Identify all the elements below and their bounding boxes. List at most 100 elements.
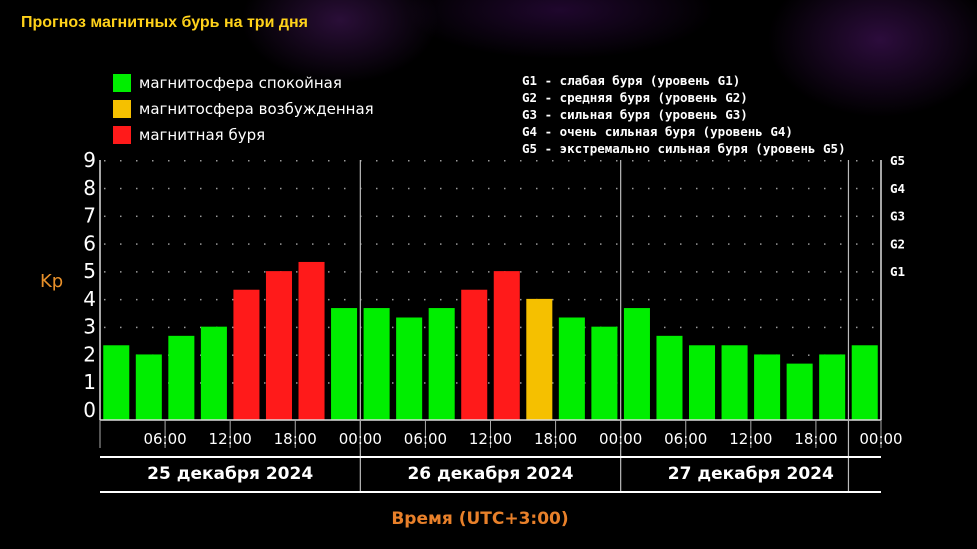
x-tick-label: 18:00 [794,430,837,448]
grid-dot [536,187,538,190]
grid-dot [664,187,666,190]
grid-dot [552,215,554,218]
grid-dot [296,271,298,273]
grid-dot [648,215,650,218]
grid-dot [808,298,810,301]
grid-dot [760,160,762,162]
grid-dot [456,160,458,162]
grid-dot [872,271,874,273]
grid-dot [552,243,554,245]
grid-dot [456,215,458,218]
x-tick-labels: 06:00 12:00 18:00 00:00 06:00 12:00 18:00 00:00… [143,430,902,448]
grid-dot [264,382,266,384]
grid-dot [344,298,346,301]
grid-dot [872,215,874,218]
grid-dot [552,354,554,356]
grid-dot [536,271,538,273]
grid-dot [104,187,106,190]
grid-dot [440,298,442,301]
grid-dot [712,243,714,245]
grid-dot [424,187,426,190]
grid-dot [648,187,650,190]
grid-dot [456,354,458,356]
grid-dot [328,271,330,273]
grid-dot [792,187,794,190]
grid-dot [344,271,346,273]
g-legend-line-g2: G2 - средняя буря (уровень G2) [522,90,748,105]
grid-dot [600,271,602,273]
grid-dot [424,243,426,245]
grid-dot [168,187,170,190]
grid-dot [664,160,666,162]
legend-swatch-active [113,100,131,118]
grid-dot [728,215,730,218]
grid-dot [104,215,106,218]
grid-dot [568,215,570,218]
grid-dot [664,243,666,245]
grid-dot [264,243,266,245]
y-tick-label: 8 [83,176,96,200]
grid-dot [264,160,266,162]
grid-dot [168,326,170,329]
grid-dot [600,215,602,218]
grid-dot [680,298,682,301]
grid-dot [296,160,298,162]
grid-dot [664,326,666,329]
grid-dot [168,298,170,301]
grid-dot [232,271,234,273]
grid-dot [712,298,714,301]
grid-dot [136,160,138,162]
grid-dot [200,298,202,301]
grid-dot [440,215,442,218]
grid-dot [200,326,202,329]
grid-dot [776,326,778,329]
grid-dot [120,326,122,329]
grid-dot [200,271,202,273]
grid-dot [392,187,394,190]
grid-dot [568,298,570,301]
grid-dot [120,215,122,218]
grid-dot [552,298,554,301]
grid-dot [296,326,298,329]
g-tick-label: G3 [890,209,905,224]
grid-dot [728,160,730,162]
grid-dot [232,382,234,384]
grid-dot [840,271,842,273]
g-tick-label: G1 [890,264,905,279]
y-tick-label: 6 [83,231,96,255]
grid-dot [568,187,570,190]
grid-dot [744,243,746,245]
g-tick-label: G5 [890,153,905,168]
grid-dot [824,187,826,190]
grid-dot [536,215,538,218]
grid-dot [152,243,154,245]
grid-dot [840,298,842,301]
grid-dot [456,271,458,273]
grid-dot [472,271,474,273]
grid-dot [152,187,154,190]
grid-dot [184,298,186,301]
legend-swatch-quiet [113,74,131,92]
grid-dot [760,187,762,190]
g-legend-line-g3: G3 - сильная буря (уровень G3) [522,107,748,122]
grid-dot [632,160,634,162]
grid-dot [616,187,618,190]
grid-dot [312,160,314,162]
grid-dot [520,215,522,218]
grid-dot [872,298,874,301]
grid-dot [264,354,266,356]
grid-dot [152,298,154,301]
grid-dot [552,187,554,190]
grid-dot [120,271,122,273]
grid-dot [520,187,522,190]
grid-dot [296,298,298,301]
grid-dot [184,326,186,329]
grid-dot [728,187,730,190]
grid-dot [520,326,522,329]
grid-dot [216,215,218,218]
grid-dot [456,298,458,301]
grid-dot [408,215,410,218]
grid-dot [776,187,778,190]
grid-dot [376,215,378,218]
grid-dot [856,243,858,245]
